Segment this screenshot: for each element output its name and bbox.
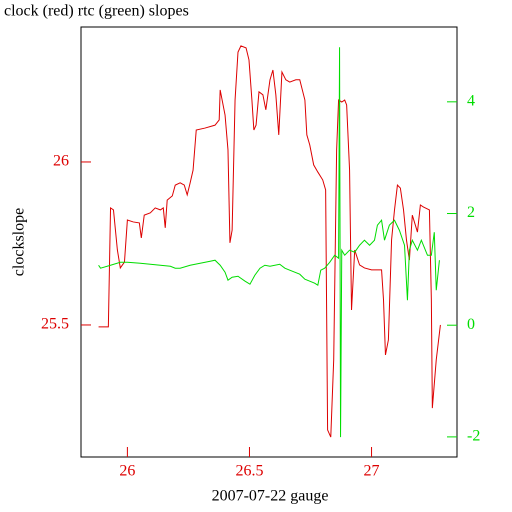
series-line [98, 47, 440, 438]
x-tick-label: 27 [364, 463, 380, 480]
y-tick-label: 26 [53, 153, 69, 170]
y-tick-label: 25.5 [41, 316, 69, 333]
plot-frame [80, 26, 458, 458]
series-line [98, 45, 441, 438]
y2-tick-label: 4 [467, 93, 475, 110]
y2-tick-label: -2 [467, 428, 480, 445]
y2-tick-label: 2 [467, 204, 475, 221]
chart-title: clock (red) rtc (green) slopes [4, 3, 189, 20]
y2-tick-label: 0 [467, 316, 475, 333]
x-tick-label: 26.5 [235, 463, 263, 480]
y-axis-label: clockslope [11, 208, 28, 276]
x-axis-label: 2007-07-22 gauge [212, 488, 329, 505]
x-tick-label: 26 [119, 463, 135, 480]
